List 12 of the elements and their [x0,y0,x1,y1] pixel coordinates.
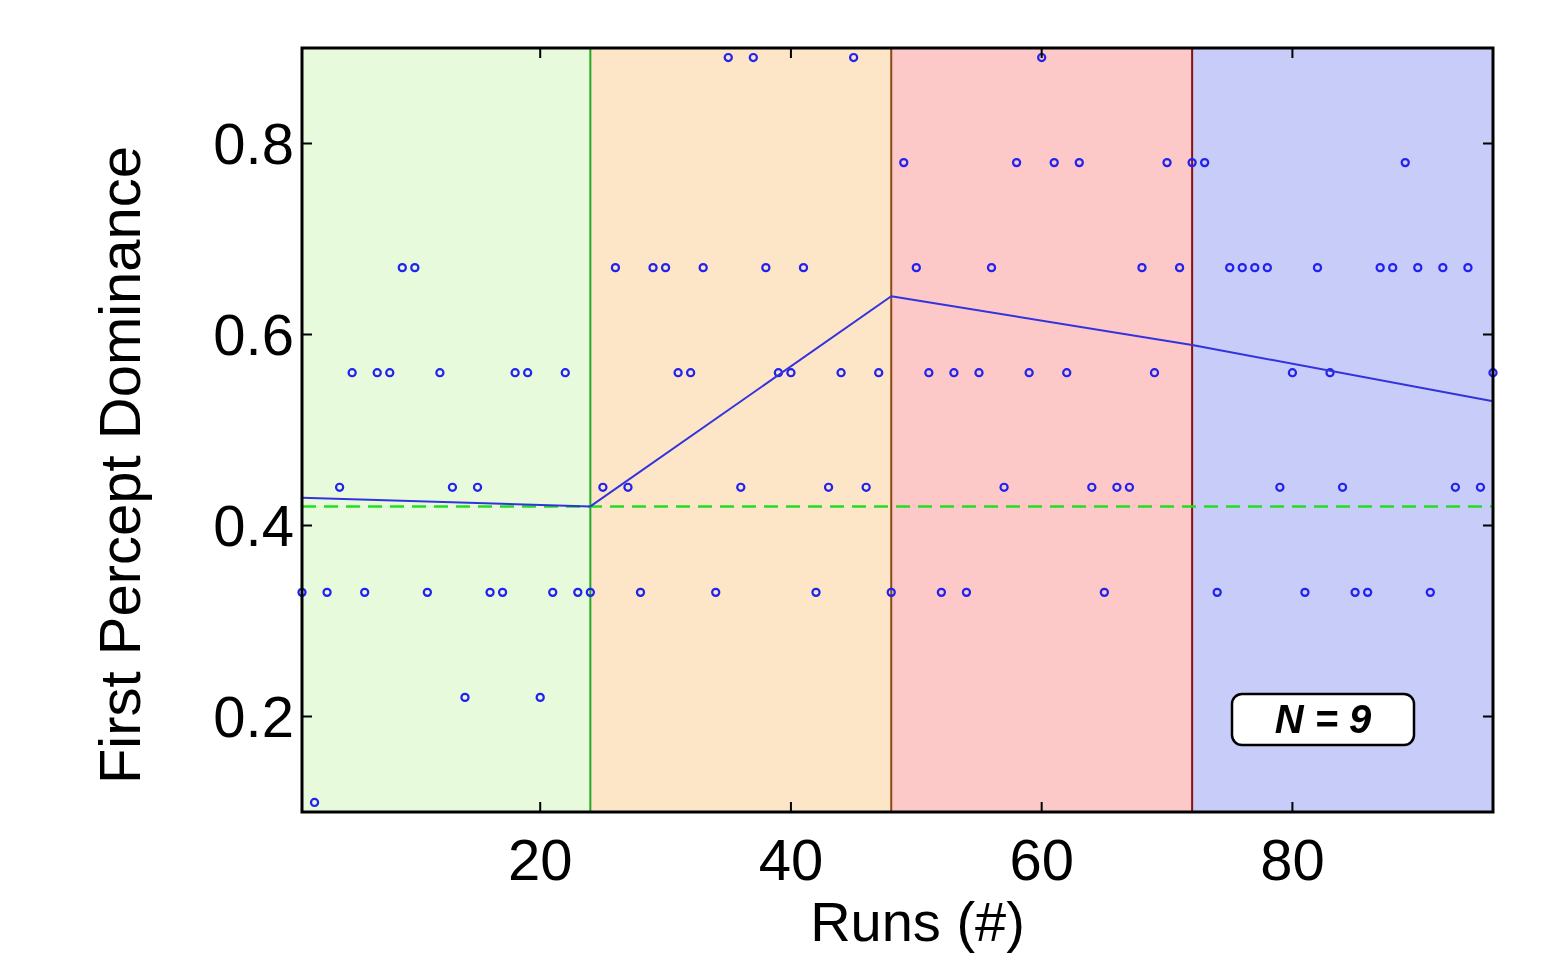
y-tick-label: 0.6 [213,301,294,367]
x-tick-label: 40 [758,827,824,892]
annotation: N = 9 [1274,697,1373,741]
x-tick-label: 80 [1260,827,1325,892]
x-tick-label: 20 [507,827,573,892]
y-tick-label: 0.8 [213,110,294,176]
y-tick-label: 0.4 [213,492,294,558]
line-series [301,295,1494,508]
y-axis-title: First Percept Dominance [87,145,152,785]
y-tick-label: 0.2 [213,683,294,749]
x-axis-title: Runs (#) [810,890,1025,953]
x-tick-label: 60 [1009,827,1074,892]
